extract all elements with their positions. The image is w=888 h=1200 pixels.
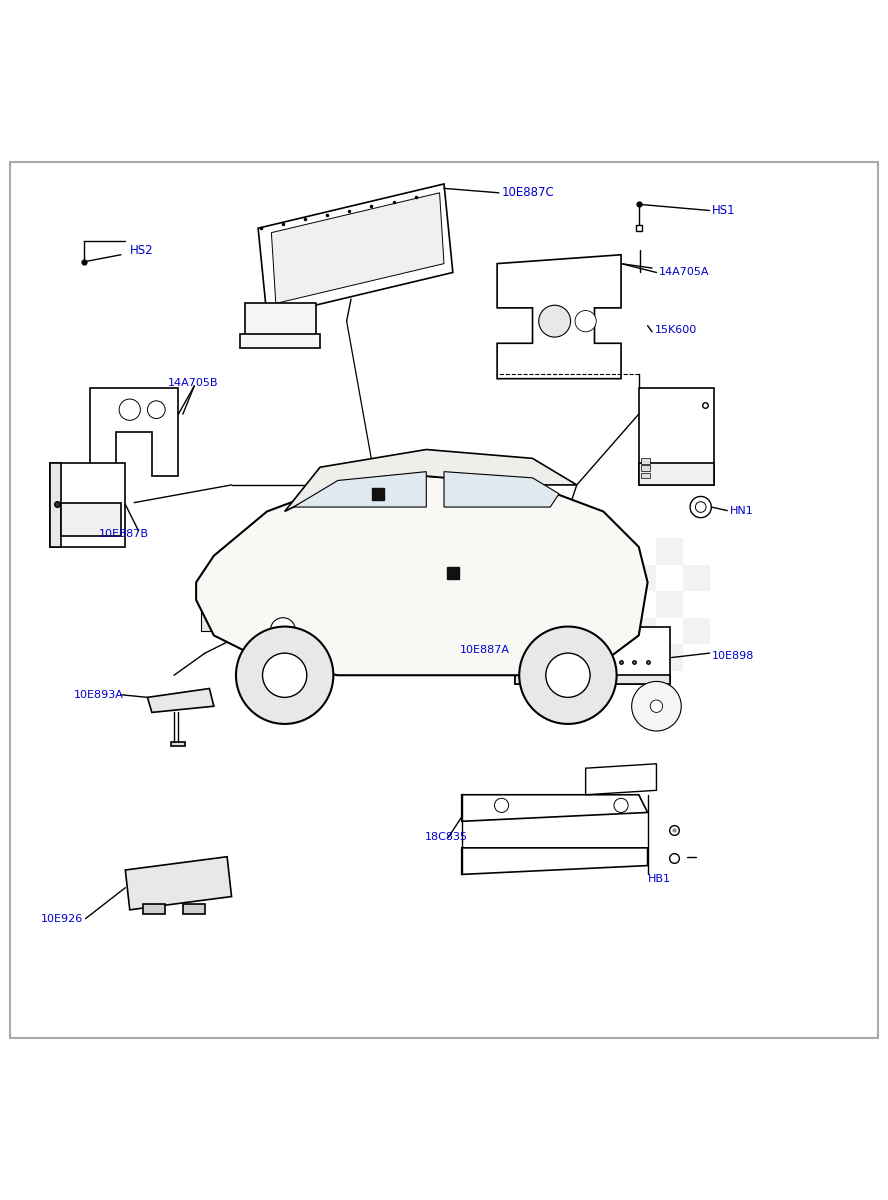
Bar bbox=[245, 304, 315, 338]
Circle shape bbox=[539, 305, 571, 337]
Bar bbox=[656, 538, 683, 564]
Text: 10E926: 10E926 bbox=[41, 913, 83, 924]
Circle shape bbox=[614, 798, 628, 812]
Bar bbox=[577, 618, 603, 644]
Bar bbox=[551, 538, 577, 564]
Circle shape bbox=[119, 400, 140, 420]
Circle shape bbox=[546, 653, 590, 697]
Text: 10E893A: 10E893A bbox=[74, 690, 123, 700]
Circle shape bbox=[690, 497, 711, 517]
Circle shape bbox=[695, 502, 706, 512]
Text: cars: cars bbox=[414, 613, 474, 640]
Text: 10E887A: 10E887A bbox=[460, 646, 510, 655]
Bar bbox=[50, 463, 60, 547]
Circle shape bbox=[263, 653, 306, 697]
Bar bbox=[656, 644, 683, 671]
Bar bbox=[656, 592, 683, 618]
Bar bbox=[143, 904, 165, 914]
Polygon shape bbox=[294, 472, 426, 508]
Bar bbox=[201, 605, 236, 631]
Text: 10E887B: 10E887B bbox=[99, 529, 149, 539]
Circle shape bbox=[631, 682, 681, 731]
Bar bbox=[683, 564, 710, 592]
Polygon shape bbox=[462, 794, 647, 821]
Text: 18C835: 18C835 bbox=[424, 833, 467, 842]
Polygon shape bbox=[444, 472, 559, 508]
Bar bbox=[630, 618, 656, 644]
Polygon shape bbox=[585, 763, 656, 794]
Polygon shape bbox=[272, 193, 444, 304]
Bar bbox=[201, 574, 223, 600]
Polygon shape bbox=[497, 254, 621, 379]
Polygon shape bbox=[462, 848, 647, 875]
Circle shape bbox=[271, 618, 296, 642]
Bar bbox=[603, 592, 630, 618]
Bar bbox=[183, 904, 205, 914]
Text: Scuderia: Scuderia bbox=[313, 548, 575, 599]
Text: HB1: HB1 bbox=[647, 874, 670, 884]
Text: HN1: HN1 bbox=[730, 505, 754, 516]
Circle shape bbox=[236, 626, 333, 724]
Text: 10E898: 10E898 bbox=[712, 650, 755, 661]
Bar bbox=[603, 644, 630, 671]
Circle shape bbox=[519, 626, 616, 724]
Text: 10E887C: 10E887C bbox=[502, 186, 554, 199]
Text: HS2: HS2 bbox=[130, 244, 154, 257]
Circle shape bbox=[650, 700, 662, 713]
Polygon shape bbox=[147, 689, 214, 713]
Bar bbox=[641, 466, 650, 470]
Bar bbox=[50, 463, 125, 547]
Bar bbox=[683, 618, 710, 644]
Bar bbox=[577, 564, 603, 592]
Polygon shape bbox=[258, 184, 453, 317]
Polygon shape bbox=[196, 476, 647, 676]
Bar bbox=[60, 503, 121, 536]
Bar bbox=[641, 458, 650, 463]
Circle shape bbox=[495, 798, 509, 812]
Circle shape bbox=[575, 311, 596, 331]
Bar bbox=[641, 473, 650, 478]
Bar bbox=[515, 626, 670, 684]
Bar bbox=[241, 335, 320, 348]
Bar bbox=[551, 592, 577, 618]
Text: HS1: HS1 bbox=[712, 204, 736, 217]
Bar bbox=[171, 742, 185, 746]
Bar bbox=[551, 644, 577, 671]
Polygon shape bbox=[125, 857, 232, 910]
Text: 15K600: 15K600 bbox=[654, 325, 697, 335]
Bar bbox=[515, 676, 670, 684]
Bar bbox=[524, 646, 612, 653]
Bar bbox=[638, 463, 714, 485]
Polygon shape bbox=[285, 450, 577, 511]
Text: 14A705A: 14A705A bbox=[659, 268, 710, 277]
Circle shape bbox=[147, 401, 165, 419]
Polygon shape bbox=[90, 388, 178, 476]
Bar bbox=[630, 564, 656, 592]
Bar bbox=[638, 388, 714, 485]
Bar bbox=[603, 538, 630, 564]
Text: 14A705B: 14A705B bbox=[168, 378, 218, 388]
